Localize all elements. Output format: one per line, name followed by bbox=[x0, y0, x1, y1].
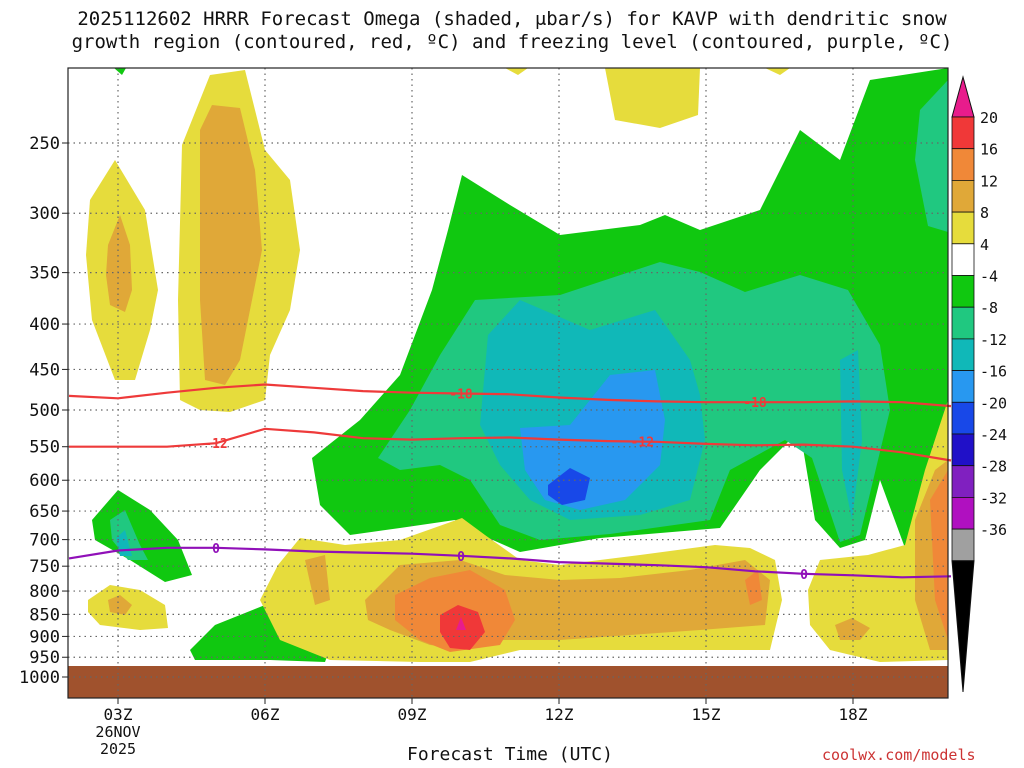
colorbar-label: 16 bbox=[980, 141, 998, 159]
x-tick-label: 18Z bbox=[839, 705, 868, 724]
colorbar-segment bbox=[951, 338, 975, 371]
isotherms: -18 -18 -12 -12 0 0 0 bbox=[68, 383, 952, 583]
y-tick-label: 700 bbox=[29, 531, 60, 551]
isotherm-label: -12 bbox=[631, 436, 654, 451]
colorbar-segment bbox=[951, 179, 975, 213]
colorbar-segment bbox=[951, 401, 975, 435]
colorbar-segment bbox=[951, 306, 975, 340]
y-tick-label: 650 bbox=[29, 502, 60, 522]
colorbar-label: 4 bbox=[980, 236, 989, 254]
omega-region-green-left bbox=[92, 490, 192, 582]
x-tick-label: 15Z bbox=[692, 705, 721, 724]
colorbar-label: -16 bbox=[980, 363, 1007, 381]
colorbar-segment bbox=[951, 433, 975, 467]
x-tick-label: 06Z bbox=[251, 705, 280, 724]
x-axis: 03Z 06Z 09Z 12Z 15Z 18Z bbox=[104, 698, 868, 724]
colorbar-segment bbox=[951, 465, 975, 498]
colorbar-segment bbox=[951, 528, 975, 562]
omega-region-yellow-topmid bbox=[505, 68, 528, 75]
isotherm-label: -12 bbox=[204, 437, 227, 452]
colorbar-label: -32 bbox=[980, 489, 1007, 507]
isotherm-label: 0 bbox=[800, 568, 808, 583]
isotherm-line bbox=[68, 546, 952, 579]
y-tick-label: 750 bbox=[29, 557, 60, 577]
y-tick-label: 1000 bbox=[19, 668, 60, 688]
y-tick-label: 800 bbox=[29, 582, 60, 602]
chart-title: 2025112602 HRRR Forecast Omega (shaded, … bbox=[0, 8, 1024, 54]
y-tick-label: 900 bbox=[29, 627, 60, 647]
colorbar-segment bbox=[951, 275, 975, 308]
omega-region-dark-blue bbox=[548, 468, 590, 505]
colorbar-label: -24 bbox=[980, 426, 1007, 444]
omega-region-cyan-right bbox=[840, 350, 862, 520]
omega-region-yellow-topright bbox=[765, 68, 790, 75]
isotherm-label: -18 bbox=[449, 387, 473, 402]
y-tick-label: 350 bbox=[29, 264, 60, 284]
colorbar-segment bbox=[951, 370, 975, 403]
isotherm-label: 0 bbox=[212, 542, 220, 557]
colorbar-label: -12 bbox=[980, 331, 1007, 349]
colorbar-label: -36 bbox=[980, 521, 1007, 539]
y-tick-label: 950 bbox=[29, 648, 60, 668]
x-tick-label: 03Z bbox=[104, 705, 133, 724]
ground-surface bbox=[68, 666, 948, 698]
omega-region-yellow-top bbox=[605, 68, 700, 128]
colorbar-label: 12 bbox=[980, 172, 998, 190]
isotherm-line bbox=[68, 383, 952, 408]
isotherm-label: -18 bbox=[743, 396, 767, 411]
isotherm-label: 0 bbox=[457, 550, 465, 565]
x-tick-label: 09Z bbox=[398, 705, 427, 724]
omega-region-orange-lower-right bbox=[835, 460, 948, 650]
colorbar-label: -4 bbox=[980, 268, 998, 286]
y-tick-label: 600 bbox=[29, 471, 60, 491]
credit-text: coolwx.com/models bbox=[822, 746, 976, 764]
colorbar-segment bbox=[951, 243, 975, 276]
x-date-line-2: 2025 bbox=[100, 740, 136, 758]
colorbar-label: 20 bbox=[980, 109, 998, 127]
y-tick-label: 250 bbox=[29, 134, 60, 154]
x-tick-label: 12Z bbox=[545, 705, 574, 724]
y-tick-label: 300 bbox=[29, 204, 60, 224]
colorbar: 20 16 12 8 4 -4 -8 -12 -16 -20 -24 -28 -32 -36 bbox=[951, 75, 1007, 693]
x-axis-label: Forecast Time (UTC) bbox=[407, 744, 613, 765]
y-tick-label: 850 bbox=[29, 605, 60, 625]
omega-region-green-low bbox=[190, 605, 330, 662]
title-line-1: 2025112602 HRRR Forecast Omega (shaded, … bbox=[77, 8, 947, 30]
title-line-2: growth region (contoured, red, ºC) and f… bbox=[71, 31, 953, 53]
omega-region-magenta bbox=[456, 617, 466, 630]
colorbar-segment bbox=[951, 211, 975, 245]
omega-region-green-topleft bbox=[114, 68, 126, 75]
colorbar-segment bbox=[951, 116, 975, 150]
y-tick-label: 450 bbox=[29, 360, 60, 380]
grid bbox=[68, 68, 948, 698]
omega-region-orange-lower-left bbox=[108, 595, 132, 615]
omega-region-orange-column bbox=[200, 105, 262, 385]
omega-region-orange-upper-left bbox=[106, 215, 132, 312]
colorbar-top-arrow bbox=[951, 75, 975, 118]
colorbar-label: -20 bbox=[980, 394, 1007, 412]
colorbar-label: 8 bbox=[980, 204, 989, 222]
y-tick-label: 500 bbox=[29, 401, 60, 421]
colorbar-segment bbox=[951, 148, 975, 181]
y-tick-label: 400 bbox=[29, 315, 60, 335]
x-date-line-1: 26NOV bbox=[95, 723, 140, 741]
omega-region-teal-right bbox=[915, 80, 948, 232]
colorbar-bottom-arrow bbox=[951, 560, 975, 693]
colorbar-segment bbox=[951, 496, 975, 530]
omega-region-yellow-lower-right bbox=[808, 400, 948, 662]
isotherm-line bbox=[69, 427, 952, 462]
y-axis: 2503003504004505005506006507007508008509… bbox=[19, 134, 68, 688]
y-tick-label: 550 bbox=[29, 438, 60, 458]
plot-frame bbox=[67, 67, 949, 699]
colorbar-label: -28 bbox=[980, 458, 1007, 476]
colorbar-label: -8 bbox=[980, 299, 998, 317]
